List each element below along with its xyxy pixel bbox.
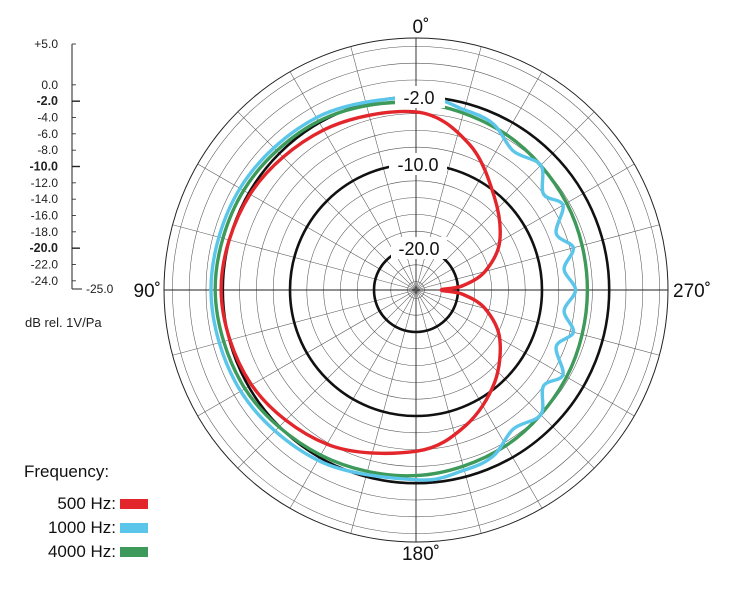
series-line-0 xyxy=(219,109,502,456)
legend-item-4000hz: 4000 Hz: xyxy=(48,542,148,561)
ring-label-bg xyxy=(391,237,447,259)
scale-label: -20.0 xyxy=(30,241,59,255)
ring-label-minus-20: -20.0 xyxy=(398,239,439,259)
ring-label-bg xyxy=(395,86,445,108)
scale-label: -22.0 xyxy=(31,258,59,272)
series-line-1 xyxy=(209,95,578,482)
angle-label-90: 90˚ xyxy=(134,281,161,302)
legend-title: Frequency: xyxy=(24,462,109,481)
ring-label-bg xyxy=(389,153,447,175)
db-scale: +5.0 0.0 -2.0 -4.0 -6.0 -8.0 -10.0 -12.0 -14.0 -1… xyxy=(30,37,114,296)
scale-label: 0.0 xyxy=(41,78,58,92)
scale-label: +5.0 xyxy=(34,37,58,51)
scale-label: -14.0 xyxy=(31,192,59,206)
scale-label: -10.0 xyxy=(30,160,59,174)
scale-label: -12.0 xyxy=(31,176,59,190)
legend: Frequency: 500 Hz: 1000 Hz: 4000 Hz: xyxy=(24,462,148,561)
scale-unit-label: dB rel. 1V/Pa xyxy=(25,315,102,330)
scale-label: -4.0 xyxy=(37,111,58,125)
scale-label: -8.0 xyxy=(37,143,58,157)
ring-label-minus-10: -10.0 xyxy=(397,155,438,175)
scale-label: -16.0 xyxy=(31,209,59,223)
legend-item-1000hz: 1000 Hz: xyxy=(48,518,148,537)
angle-label-180: 180˚ xyxy=(402,544,440,565)
legend-label-500hz: 500 Hz: xyxy=(57,494,116,513)
ring-label-minus-2: -2.0 xyxy=(403,88,434,108)
legend-swatch-4000hz xyxy=(120,547,148,557)
ring-labels: -2.0 -10.0 -20.0 xyxy=(389,86,447,259)
scale-label: -18.0 xyxy=(31,225,59,239)
angle-labels: 0˚ 90˚ 180˚ 270˚ xyxy=(134,17,712,565)
legend-label-4000hz: 4000 Hz: xyxy=(48,542,116,561)
legend-swatch-1000hz xyxy=(120,523,148,533)
series-line-2 xyxy=(213,100,590,478)
legend-label-1000hz: 1000 Hz: xyxy=(48,518,116,537)
scale-label: -6.0 xyxy=(37,127,58,141)
legend-swatch-500hz xyxy=(120,499,148,509)
angle-label-0: 0˚ xyxy=(413,17,430,38)
scale-label: -24.0 xyxy=(31,274,59,288)
angle-label-270: 270˚ xyxy=(673,281,711,302)
scale-label: -2.0 xyxy=(36,94,58,108)
response-curves xyxy=(209,95,590,482)
scale-label: -25.0 xyxy=(86,282,114,296)
legend-item-500hz: 500 Hz: xyxy=(57,494,148,513)
